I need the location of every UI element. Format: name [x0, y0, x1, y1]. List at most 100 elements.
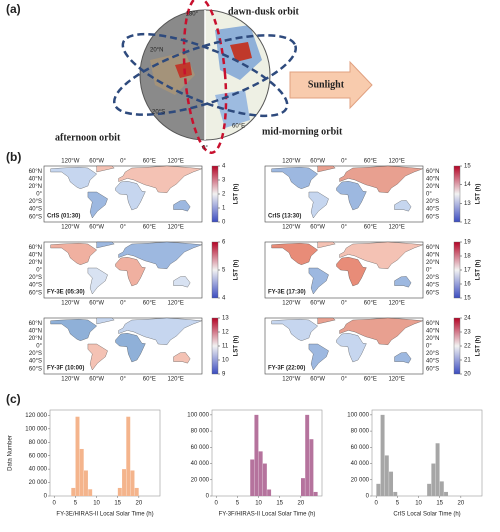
x-tick-label: 0 [53, 501, 57, 507]
map-name: FY-3E (05:30) [47, 290, 85, 296]
lon-label: 120°W [61, 377, 79, 383]
lat-label: 40°N [29, 252, 42, 258]
lat-label: 20°S [426, 275, 439, 281]
orbit-label: dawn-dusk orbit [228, 6, 300, 17]
continent [339, 317, 424, 345]
continent [96, 165, 115, 173]
colorbar [211, 317, 219, 375]
lat-label: 60°N [426, 245, 439, 251]
colorbar-tick-label: 10 [222, 358, 229, 364]
continent [336, 333, 367, 363]
bar [254, 414, 259, 496]
lat-label: 20°S [29, 199, 42, 205]
colorbar-tick-label: 6 [222, 240, 226, 246]
bar [389, 471, 394, 496]
y-tick-label: 20 000 [351, 477, 370, 483]
map-name: FY-3E (17:30) [268, 290, 306, 296]
colorbar-tick-label: 13 [464, 201, 471, 207]
bar [267, 489, 272, 496]
map-name: CrIS (13:30) [268, 214, 301, 220]
continent [173, 352, 191, 364]
continent [96, 241, 115, 249]
bar [380, 414, 385, 496]
colorbar-tick-label: 3 [222, 178, 226, 184]
continent [336, 257, 367, 287]
x-axis-label: FY-3F/HIRAS-II Local Solar Time (h) [219, 512, 316, 518]
lon-label: 60°W [310, 301, 325, 307]
lat-label: 40°S [426, 359, 439, 365]
orbit-label: afternoon orbit [55, 132, 121, 143]
lon-label: 60°W [89, 377, 104, 383]
bar [435, 443, 440, 496]
lon-label: 120°W [282, 225, 300, 231]
colorbar-tick-label: 13 [222, 316, 229, 322]
continent [271, 319, 318, 341]
y-tick-label: 60 000 [191, 445, 210, 451]
panel-label: (a) [6, 2, 21, 16]
colorbar [453, 317, 461, 375]
x-tick-label: 0 [215, 501, 219, 507]
lat-label: 0° [36, 192, 42, 198]
lat-label: 40°N [29, 176, 42, 182]
y-tick-label: 0 [206, 494, 210, 500]
plot-frame [211, 409, 323, 497]
y-tick-label: 40 000 [191, 461, 210, 467]
bar [431, 463, 436, 496]
lat-label: 40°S [29, 359, 42, 365]
bar [130, 470, 135, 496]
bar [309, 439, 314, 496]
x-tick-label: 20 [458, 501, 465, 507]
lon-label: 60°E [364, 225, 377, 231]
lat-label: 0° [426, 268, 432, 274]
colorbar-tick-label: 15 [464, 296, 471, 302]
x-tick-label: 15 [114, 501, 121, 507]
colorbar-tick-label: 16 [464, 282, 471, 288]
lon-label: 120°W [282, 301, 300, 307]
colorbar-tick-label: 14 [464, 182, 471, 188]
lon-label: 0° [341, 225, 347, 231]
y-tick-label: 60 000 [351, 445, 370, 451]
lon-label: 60°W [310, 159, 325, 165]
lat-label: 0° [426, 192, 432, 198]
bar [117, 487, 122, 496]
continent [308, 191, 329, 219]
lon-label: 120°E [167, 159, 183, 165]
lon-label: 0° [120, 377, 126, 383]
lat-label: 20°N [426, 184, 439, 190]
colorbar-label: LST (h) [476, 336, 482, 357]
x-tick-label: 5 [236, 501, 240, 507]
lon-label: 60°E [143, 159, 156, 165]
sunlight-label: Sunlight [308, 79, 345, 90]
continent [118, 317, 203, 345]
lon-label: 120°W [61, 225, 79, 231]
x-tick-label: 0 [375, 501, 379, 507]
y-tick-label: 80 000 [351, 429, 370, 435]
orbit [182, 0, 228, 154]
lon-label: 60°E [364, 377, 377, 383]
colorbar-tick-label: 21 [464, 358, 471, 364]
colorbar-tick-label: 2 [222, 192, 226, 198]
lat-label: 20°N [426, 336, 439, 342]
continent [115, 257, 146, 287]
continent [87, 343, 108, 371]
lat-label: 20°S [426, 199, 439, 205]
globe-label: 60°E [232, 124, 245, 130]
bar [439, 481, 444, 496]
colorbar [453, 165, 461, 223]
continent [394, 200, 412, 212]
lon-label: 120°W [61, 301, 79, 307]
bar [83, 470, 88, 496]
y-tick-label: 20 000 [29, 480, 48, 486]
continent [115, 333, 146, 363]
x-tick-label: 10 [415, 501, 422, 507]
colorbar-tick-label: 18 [464, 254, 471, 260]
colorbar-tick-label: 9 [222, 372, 226, 378]
bar [71, 487, 76, 496]
lon-label: 0° [341, 159, 347, 165]
colorbar-tick-label: 23 [464, 330, 471, 336]
x-tick-label: 10 [255, 501, 262, 507]
colorbar-tick-label: 15 [464, 164, 471, 170]
colorbar-tick-label: 19 [464, 240, 471, 246]
bar [384, 455, 389, 496]
continent [317, 165, 336, 173]
